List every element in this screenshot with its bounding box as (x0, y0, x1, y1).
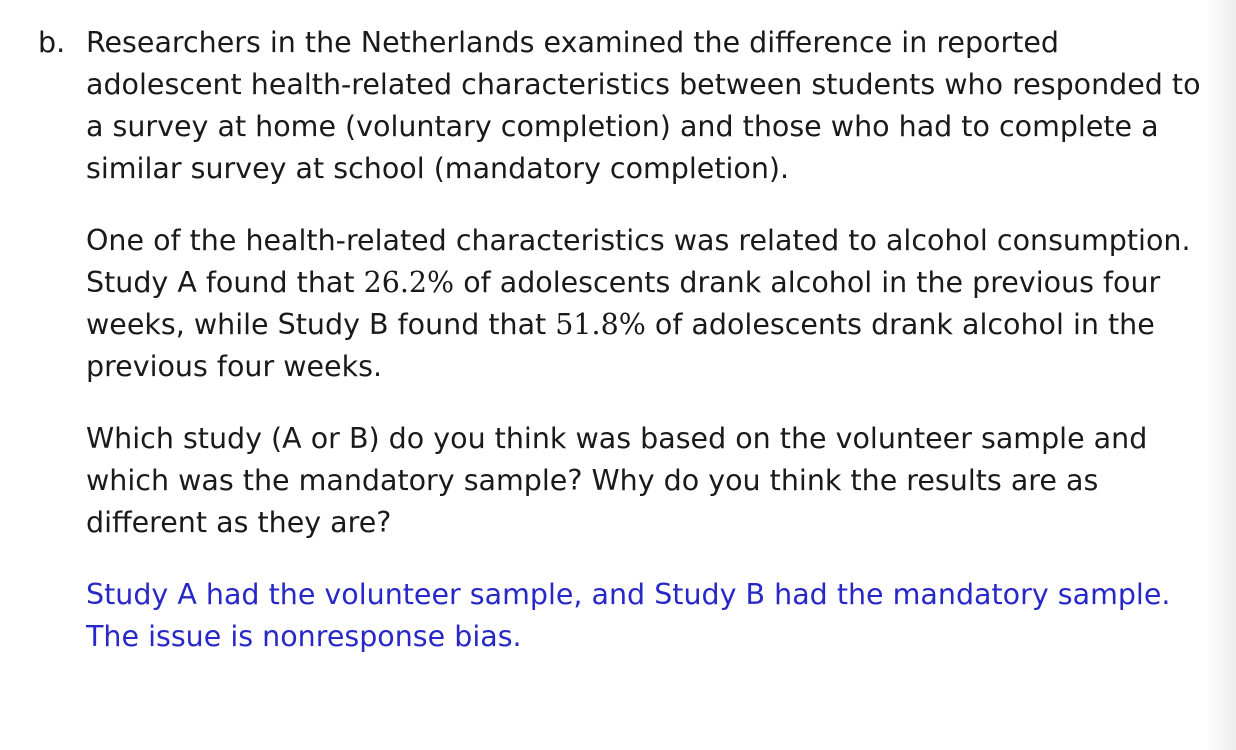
page-right-edge (1206, 0, 1236, 750)
study-text-part-2: of adolescents drank alcohol in the prev… (86, 266, 1161, 341)
item-label: b. (38, 26, 66, 59)
study-b-percentage: 51.8% (555, 308, 646, 341)
intro-paragraph: Researchers in the Netherlands examined … (86, 26, 1201, 185)
study-paragraph: One of the health-related characteristic… (86, 220, 1210, 388)
question-paragraph: Which study (A or B) do you think was ba… (86, 422, 1148, 539)
document-body: b. Researchers in the Netherlands examin… (0, 22, 1210, 688)
study-text-part-3: of adolescents drank alcohol in the prev… (86, 308, 1155, 383)
problem-item-b: b. Researchers in the Netherlands examin… (0, 22, 1210, 658)
study-text-part-1: One of the health-related characteristic… (86, 224, 1191, 299)
answer-paragraph: Study A had the volunteer sample, and St… (86, 578, 1171, 653)
study-a-percentage: 26.2% (363, 266, 455, 299)
